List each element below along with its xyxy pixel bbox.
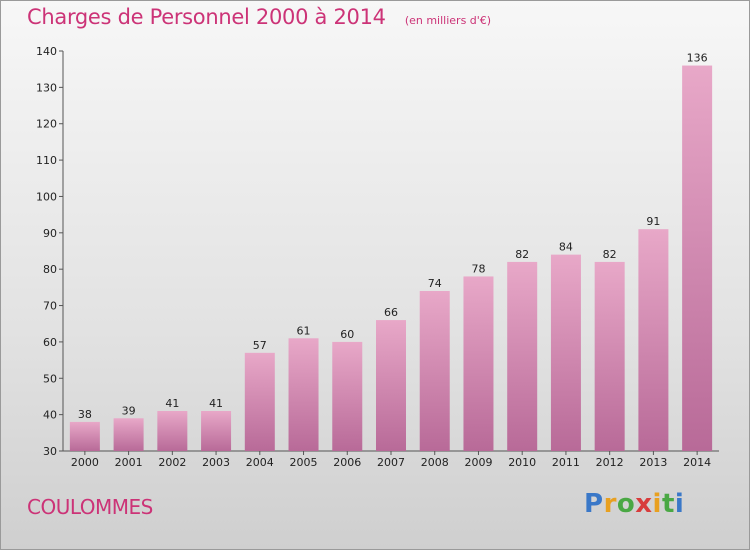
bar: [463, 276, 494, 451]
bar-value-label: 66: [384, 306, 398, 319]
bar: [288, 338, 319, 451]
bar: [69, 421, 100, 451]
bar: [113, 418, 144, 451]
bar-value-label: 82: [515, 248, 529, 261]
x-tick-label: 2013: [639, 456, 667, 469]
bar-value-label: 82: [603, 248, 617, 261]
x-tick-label: 2002: [158, 456, 186, 469]
bar-value-label: 38: [78, 408, 92, 421]
y-tick-label: 50: [43, 372, 57, 385]
y-tick-label: 130: [36, 81, 57, 94]
x-tick-label: 2011: [552, 456, 580, 469]
bar: [638, 229, 669, 451]
bar-value-label: 136: [687, 52, 708, 65]
x-tick-label: 2008: [421, 456, 449, 469]
y-tick-label: 70: [43, 300, 57, 313]
bar: [419, 291, 450, 451]
x-tick-label: 2014: [683, 456, 711, 469]
x-tick-label: 2012: [596, 456, 624, 469]
bar: [376, 320, 406, 451]
logo-letter: P: [584, 489, 604, 519]
bar: [332, 341, 363, 451]
bar-value-label: 84: [559, 241, 573, 254]
x-tick-label: 2009: [464, 456, 492, 469]
y-tick-label: 40: [43, 409, 57, 422]
x-tick-label: 2006: [333, 456, 361, 469]
x-tick-label: 2003: [202, 456, 230, 469]
bar: [244, 352, 275, 451]
bar: [157, 411, 188, 451]
logo-letter: x: [635, 489, 653, 519]
y-tick-label: 120: [36, 118, 57, 131]
bar-value-label: 57: [253, 339, 267, 352]
logo-letter: t: [661, 489, 675, 519]
x-tick-label: 2001: [115, 456, 143, 469]
x-tick-label: 2004: [246, 456, 274, 469]
chart-subtitle: (en milliers d'€): [404, 14, 492, 27]
x-tick-label: 2010: [508, 456, 536, 469]
bar-value-label: 61: [297, 324, 311, 337]
y-tick-label: 110: [36, 154, 57, 167]
bar: [682, 65, 713, 451]
bar-value-label: 74: [428, 277, 442, 290]
bar: [550, 254, 581, 451]
y-tick-label: 140: [36, 45, 57, 58]
bar: [594, 261, 625, 451]
bar-value-label: 39: [122, 404, 136, 417]
bar-value-label: 60: [340, 328, 354, 341]
logo-letter: r: [603, 489, 617, 519]
logo-letter: o: [616, 489, 636, 519]
logo-letter: i: [674, 489, 685, 519]
commune-name: COULOMMES: [27, 495, 153, 519]
x-tick-label: 2005: [290, 456, 318, 469]
y-tick-label: 80: [43, 263, 57, 276]
bar-value-label: 41: [209, 397, 223, 410]
bar-value-label: 41: [165, 397, 179, 410]
x-tick-label: 2007: [377, 456, 405, 469]
proxiti-logo: Proxiti: [584, 489, 684, 519]
y-tick-label: 90: [43, 227, 57, 240]
bar: [507, 261, 538, 451]
x-tick-label: 2000: [71, 456, 99, 469]
bar-value-label: 91: [646, 215, 660, 228]
chart-title: Charges de Personnel 2000 à 2014: [27, 5, 386, 29]
y-tick-label: 60: [43, 336, 57, 349]
y-tick-label: 30: [43, 445, 57, 458]
title-block: Charges de Personnel 2000 à 2014 (en mil…: [27, 5, 491, 29]
bar-value-label: 78: [471, 262, 485, 275]
bar: [201, 411, 232, 451]
logo-letter: i: [652, 489, 662, 519]
y-tick-label: 100: [36, 190, 57, 203]
